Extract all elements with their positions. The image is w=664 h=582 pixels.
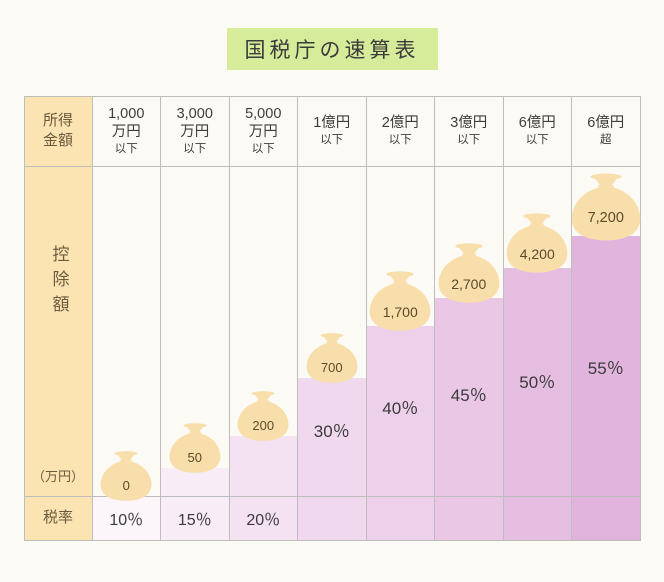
money-bag-icon: 0 <box>97 450 155 502</box>
bar <box>230 436 298 496</box>
deduction-amount: 1,700 <box>364 304 436 320</box>
col-header: 1,000万円以下 <box>92 96 162 167</box>
deduction-amount: 700 <box>303 360 361 375</box>
col-header: 3億円以下 <box>434 96 504 167</box>
chart-title: 国税庁の速算表 <box>227 28 438 70</box>
bar-cell: 50 <box>160 166 230 497</box>
money-bag-icon: 7,200 <box>565 172 647 242</box>
tax-rate: 30％ <box>298 417 366 442</box>
money-bag-icon: 700 <box>303 332 361 384</box>
bar-cell: 7,20055％ <box>571 166 641 497</box>
deduction-amount: 0 <box>97 478 155 493</box>
rate-cell <box>366 496 436 541</box>
deduction-amount: 7,200 <box>565 210 647 226</box>
deduction-amount: 4,200 <box>501 246 573 262</box>
label-deduction: 控除額（万円） <box>24 166 93 497</box>
rate-cell <box>434 496 504 541</box>
deduction-amount: 2,700 <box>433 276 505 292</box>
money-bag-icon: 1,700 <box>364 270 436 332</box>
label-rate: 税率 <box>24 496 93 541</box>
col-header: 6億円以下 <box>503 96 573 167</box>
rate-cell: 20％ <box>229 496 299 541</box>
bar-cell: 200 <box>229 166 299 497</box>
tax-rate: 40％ <box>367 394 435 419</box>
rate-cell <box>297 496 367 541</box>
rate-cell <box>571 496 641 541</box>
money-bag-icon: 200 <box>234 390 292 442</box>
money-bag-icon: 4,200 <box>501 212 573 274</box>
rate-cell <box>503 496 573 541</box>
col-header: 6億円超 <box>571 96 641 167</box>
col-header: 3,000万円以下 <box>160 96 230 167</box>
bar-cell: 2,700 45％ <box>434 166 504 497</box>
deduction-amount: 50 <box>166 450 224 465</box>
money-bag-icon: 50 <box>166 422 224 474</box>
deduction-amount: 200 <box>234 418 292 433</box>
col-header: 5,000万円以下 <box>229 96 299 167</box>
label-income: 所得 金額 <box>24 96 93 167</box>
col-header: 2億円以下 <box>366 96 436 167</box>
tax-table: 所得 金額 1,000万円以下3,000万円以下5,000万円以下1億円以下2億… <box>24 96 640 540</box>
bar-cell: 0 <box>92 166 162 497</box>
bar-cell: 700 30％ <box>297 166 367 497</box>
tax-rate: 50％ <box>504 368 572 393</box>
money-bag-icon: 2,700 <box>433 242 505 304</box>
bar-cell: 1,700 40％ <box>366 166 436 497</box>
tax-rate: 45％ <box>435 381 503 406</box>
tax-rate: 55％ <box>572 354 640 379</box>
bar-cell: 4,200 50％ <box>503 166 573 497</box>
rate-cell: 10％ <box>92 496 162 541</box>
col-header: 1億円以下 <box>297 96 367 167</box>
rate-cell: 15％ <box>160 496 230 541</box>
